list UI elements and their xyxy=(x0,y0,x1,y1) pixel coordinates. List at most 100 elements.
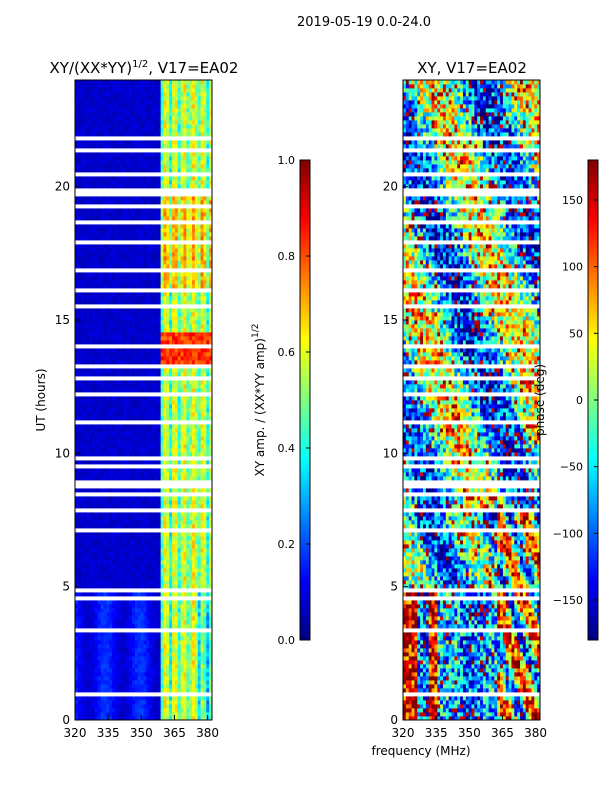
heatmap-cell xyxy=(197,368,201,373)
heatmap-cell xyxy=(106,392,110,397)
heatmap-cell xyxy=(200,684,204,689)
heatmap-cell xyxy=(106,516,110,521)
heatmap-cell xyxy=(189,308,193,313)
heatmap-cell xyxy=(160,480,164,485)
heatmap-cell xyxy=(112,604,116,609)
heatmap-cell xyxy=(209,608,213,613)
heatmap-cell xyxy=(120,420,124,425)
heatmap-cell xyxy=(92,712,96,717)
heatmap-cell xyxy=(152,500,156,505)
heatmap-cell xyxy=(92,416,96,421)
heatmap-cell xyxy=(123,452,127,457)
heatmap-cell xyxy=(157,404,162,409)
heatmap-cell xyxy=(123,560,127,565)
heatmap-cell xyxy=(149,308,153,313)
heatmap-cell xyxy=(192,612,196,617)
heatmap-cell xyxy=(94,312,99,317)
heatmap-cell xyxy=(132,588,136,593)
heatmap-cell xyxy=(160,412,164,417)
heatmap-cell xyxy=(172,344,176,349)
heatmap-cell xyxy=(123,612,127,617)
heatmap-cell xyxy=(109,396,113,401)
heatmap-cell xyxy=(186,632,190,637)
heatmap-cell xyxy=(154,604,159,609)
heatmap-cell xyxy=(206,648,210,653)
heatmap-cell xyxy=(123,672,127,677)
heatmap-cell xyxy=(106,692,110,697)
heatmap-cell xyxy=(200,472,204,477)
heatmap-cell xyxy=(140,480,144,485)
heatmap-cell xyxy=(140,340,144,345)
heatmap-cell xyxy=(92,644,96,649)
heatmap-cell xyxy=(97,536,102,541)
heatmap-cell xyxy=(132,352,136,357)
heatmap-cell xyxy=(192,540,196,545)
heatmap-cell xyxy=(194,368,199,373)
heatmap-cell xyxy=(146,696,150,701)
heatmap-cell xyxy=(203,308,207,313)
heatmap-cell xyxy=(160,328,164,333)
heatmap-cell xyxy=(160,692,164,697)
heatmap-cell xyxy=(189,468,193,473)
heatmap-cell xyxy=(103,488,107,493)
heatmap-cell xyxy=(203,444,207,449)
heatmap-cell xyxy=(143,436,147,441)
heatmap-cell xyxy=(160,496,164,501)
heatmap-cell xyxy=(140,680,144,685)
heatmap-cell xyxy=(134,312,139,317)
heatmap-cell xyxy=(126,516,130,521)
heatmap-cell xyxy=(149,712,153,717)
heatmap-cell xyxy=(92,332,96,337)
heatmap-cell xyxy=(180,644,184,649)
heatmap-cell xyxy=(120,516,124,521)
heatmap-cell xyxy=(160,376,164,381)
heatmap-cell xyxy=(197,456,201,461)
heatmap-cell xyxy=(109,316,113,321)
heatmap-cell xyxy=(117,392,122,397)
heatmap-cell xyxy=(200,508,204,513)
heatmap-cell xyxy=(132,500,136,505)
heatmap-cell xyxy=(189,488,193,493)
heatmap-cell xyxy=(206,356,210,361)
heatmap-cell xyxy=(77,616,82,621)
heatmap-cell xyxy=(137,332,142,337)
heatmap-cell xyxy=(169,532,173,537)
heatmap-cell xyxy=(152,556,156,561)
heatmap-cell xyxy=(174,384,179,389)
heatmap-cell xyxy=(174,524,179,529)
heatmap-cell xyxy=(92,540,96,545)
heatmap-cell xyxy=(86,668,90,673)
heatmap-cell xyxy=(192,640,196,645)
heatmap-cell xyxy=(209,428,213,433)
heatmap-cell xyxy=(200,560,204,565)
heatmap-cell xyxy=(106,624,110,629)
heatmap-cell xyxy=(123,464,127,469)
heatmap-cell xyxy=(186,316,190,321)
heatmap-cell xyxy=(80,488,84,493)
heatmap-cell xyxy=(83,488,87,493)
heatmap-cell xyxy=(163,560,167,565)
heatmap-cell xyxy=(80,640,84,645)
heatmap-cell xyxy=(77,668,82,673)
heatmap-cell xyxy=(77,432,82,437)
heatmap-cell xyxy=(172,352,176,357)
heatmap-cell xyxy=(94,380,99,385)
heatmap-cell xyxy=(177,420,181,425)
heatmap-cell xyxy=(183,604,187,609)
heatmap-cell xyxy=(120,544,124,549)
heatmap-cell xyxy=(140,476,144,481)
heatmap-cell xyxy=(169,312,173,317)
heatmap-cell xyxy=(92,536,96,541)
heatmap-cell xyxy=(189,512,193,517)
heatmap-cell xyxy=(163,716,167,721)
heatmap-cell xyxy=(209,668,213,673)
heatmap-cell xyxy=(143,356,147,361)
heatmap-cell xyxy=(192,596,196,601)
heatmap-cell xyxy=(143,596,147,601)
heatmap-cell xyxy=(152,480,156,485)
heatmap-cell xyxy=(112,620,116,625)
heatmap-cell xyxy=(103,604,107,609)
heatmap-cell xyxy=(129,660,133,665)
heatmap-cell xyxy=(129,336,133,341)
heatmap-cell xyxy=(103,608,107,613)
